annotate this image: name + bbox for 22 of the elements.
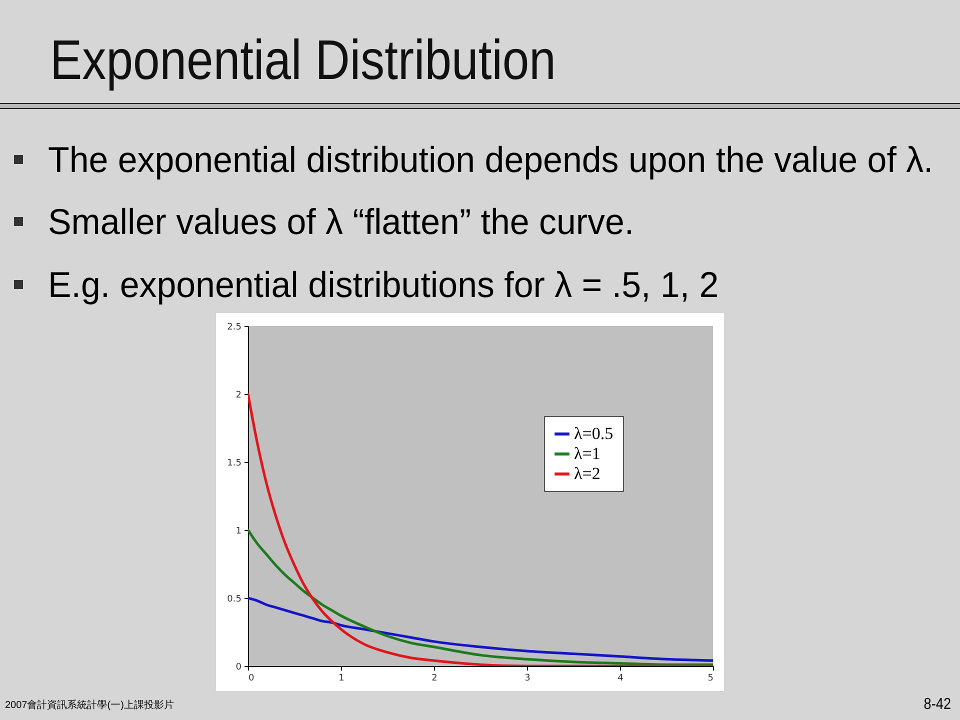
line-series xyxy=(248,596,713,662)
y-tick-label: 1.5 xyxy=(227,458,242,468)
legend-label: λ=1 xyxy=(574,444,600,463)
y-tick-label: 2.5 xyxy=(227,322,242,332)
legend-label: λ=0.5 xyxy=(574,424,614,443)
text: Smaller values of λ “flatten” the curve. xyxy=(48,200,634,244)
x-tick-label: 1 xyxy=(338,674,344,684)
text: 2007會計資訊系統計學(一)上課投影片 xyxy=(5,700,174,712)
x-tick-label: 3 xyxy=(524,674,530,684)
y-tick-label: 1 xyxy=(236,526,242,536)
text: E.g. exponential distributions for λ = .5, 1, 2 xyxy=(48,263,719,307)
x-tick-label: 2 xyxy=(432,674,438,684)
text: The exponential distribution depends upon the value of λ. xyxy=(48,138,934,182)
legend-label: λ=2 xyxy=(574,464,600,483)
y-tick-label: 2 xyxy=(236,390,242,400)
chart-title: Exponential Distribution xyxy=(50,28,556,92)
y-tick-label: 0.5 xyxy=(227,594,242,604)
y-tick-label: 0 xyxy=(236,662,242,672)
x-tick-label: 4 xyxy=(618,674,624,684)
x-tick-label: 5 xyxy=(708,674,714,684)
text: 8-42 xyxy=(924,696,951,714)
x-tick-label: 0 xyxy=(248,674,254,684)
